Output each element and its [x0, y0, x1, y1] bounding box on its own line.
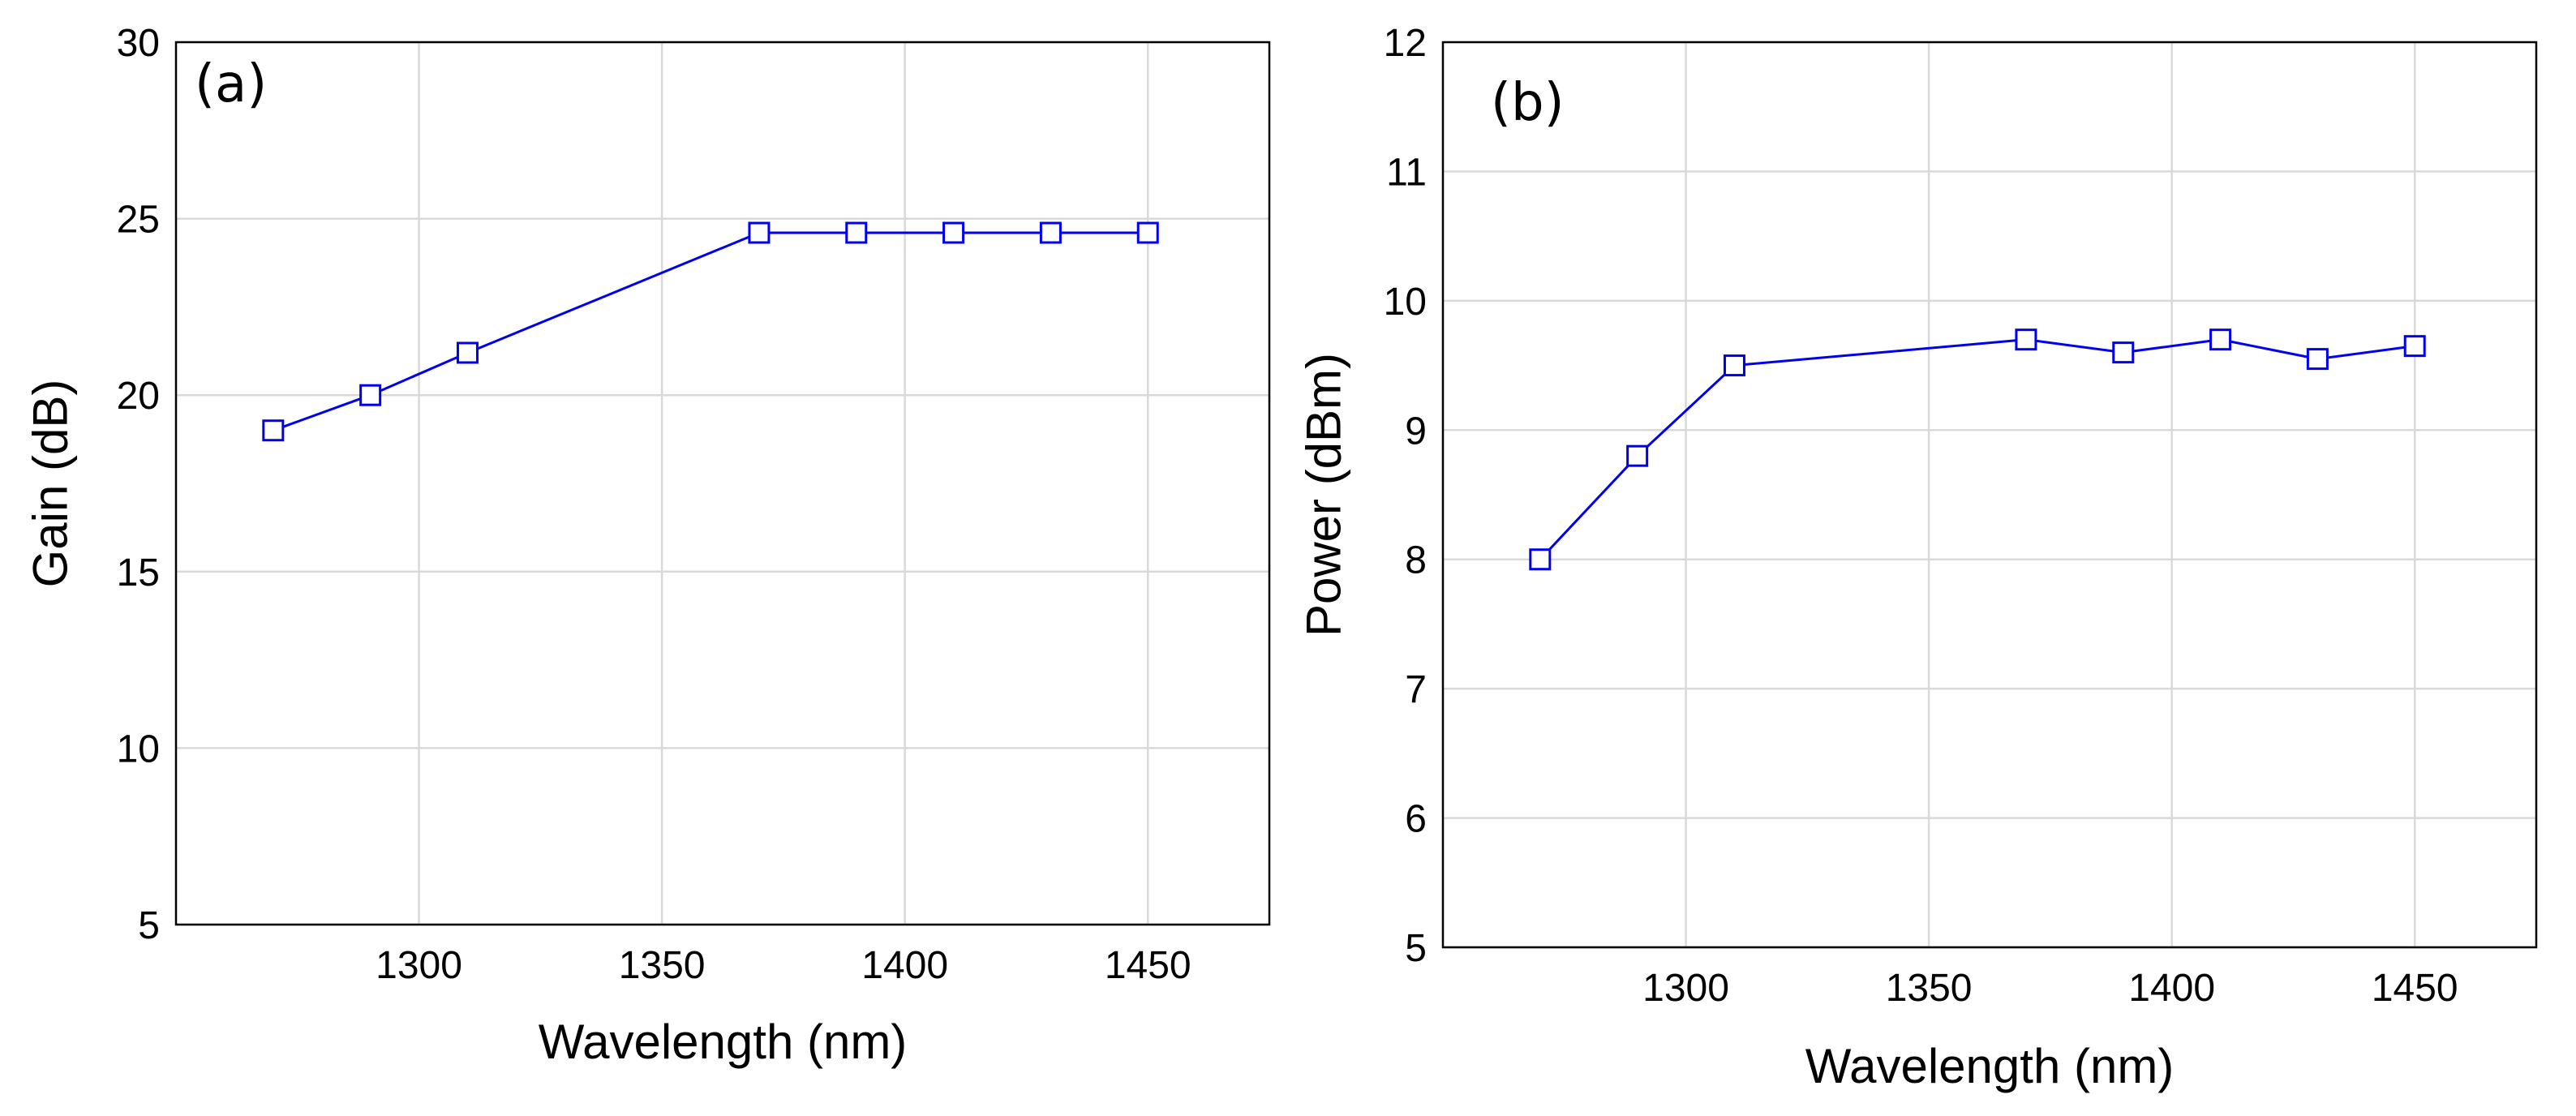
- plot-area-frame: [174, 41, 1271, 926]
- plot-area-frame: [1441, 41, 2538, 949]
- x-tick-label: 1400: [861, 944, 948, 987]
- y-axis-label: Power (dBm): [1297, 353, 1351, 637]
- chart-panel-b: 1300 1350 1400 1450 5 6 7 8 9 10 11 12 Wavelength (n…: [1297, 22, 2538, 1093]
- x-axis-label: Wavelength (nm): [1805, 1039, 2175, 1093]
- panel-label: (a): [195, 54, 267, 114]
- y-tick-label: 7: [1405, 668, 1427, 711]
- panel-label: (b): [1491, 73, 1565, 133]
- y-tick-label: 5: [138, 904, 160, 947]
- x-tick-label: 1300: [376, 944, 462, 987]
- y-tick-label: 9: [1405, 410, 1427, 453]
- data-point-marker: [2112, 341, 2135, 364]
- data-point-marker: [1529, 548, 1552, 571]
- y-tick-label: 5: [1405, 927, 1427, 970]
- series-line: [273, 231, 1148, 432]
- y-tick-label: 15: [117, 552, 160, 594]
- data-point-marker: [262, 419, 285, 442]
- y-tick-label: 25: [117, 199, 160, 242]
- data-point-marker: [1136, 221, 1159, 244]
- y-tick-label: 6: [1405, 798, 1427, 841]
- data-point-marker: [2403, 335, 2426, 358]
- data-point-marker: [845, 221, 868, 244]
- y-tick-label: 30: [117, 22, 160, 65]
- data-point-marker: [1626, 444, 1649, 467]
- x-tick-label: 1400: [2128, 967, 2215, 1010]
- x-tick-label: 1300: [1642, 967, 1729, 1010]
- chart-panel-a: 1300 1350 1400 1450 5 10 15 20 25 30 Wavelength (n…: [24, 22, 1271, 1069]
- x-tick-label: 1450: [1105, 944, 1191, 987]
- x-axis-label: Wavelength (nm): [539, 1015, 908, 1069]
- data-point-marker: [2015, 328, 2037, 351]
- data-point-marker: [456, 341, 479, 364]
- y-tick-label: 8: [1405, 539, 1427, 582]
- data-point-marker: [1039, 221, 1062, 244]
- data-point-marker: [2209, 328, 2232, 351]
- y-tick-label: 12: [1384, 22, 1427, 65]
- y-tick-label: 10: [1384, 281, 1427, 324]
- data-point-marker: [942, 221, 965, 244]
- y-tick-label: 10: [117, 728, 160, 770]
- y-axis-label: Gain (dB): [24, 380, 78, 588]
- x-tick-label: 1350: [619, 944, 706, 987]
- data-point-marker: [359, 384, 382, 406]
- data-point-marker: [748, 221, 771, 244]
- y-tick-label: 11: [1386, 151, 1427, 194]
- x-tick-label: 1350: [1886, 967, 1973, 1010]
- x-tick-label: 1450: [2372, 967, 2458, 1010]
- data-point-marker: [2306, 348, 2329, 371]
- data-point-marker: [1723, 354, 1745, 377]
- series-line: [1539, 338, 2415, 560]
- y-tick-label: 20: [117, 375, 160, 418]
